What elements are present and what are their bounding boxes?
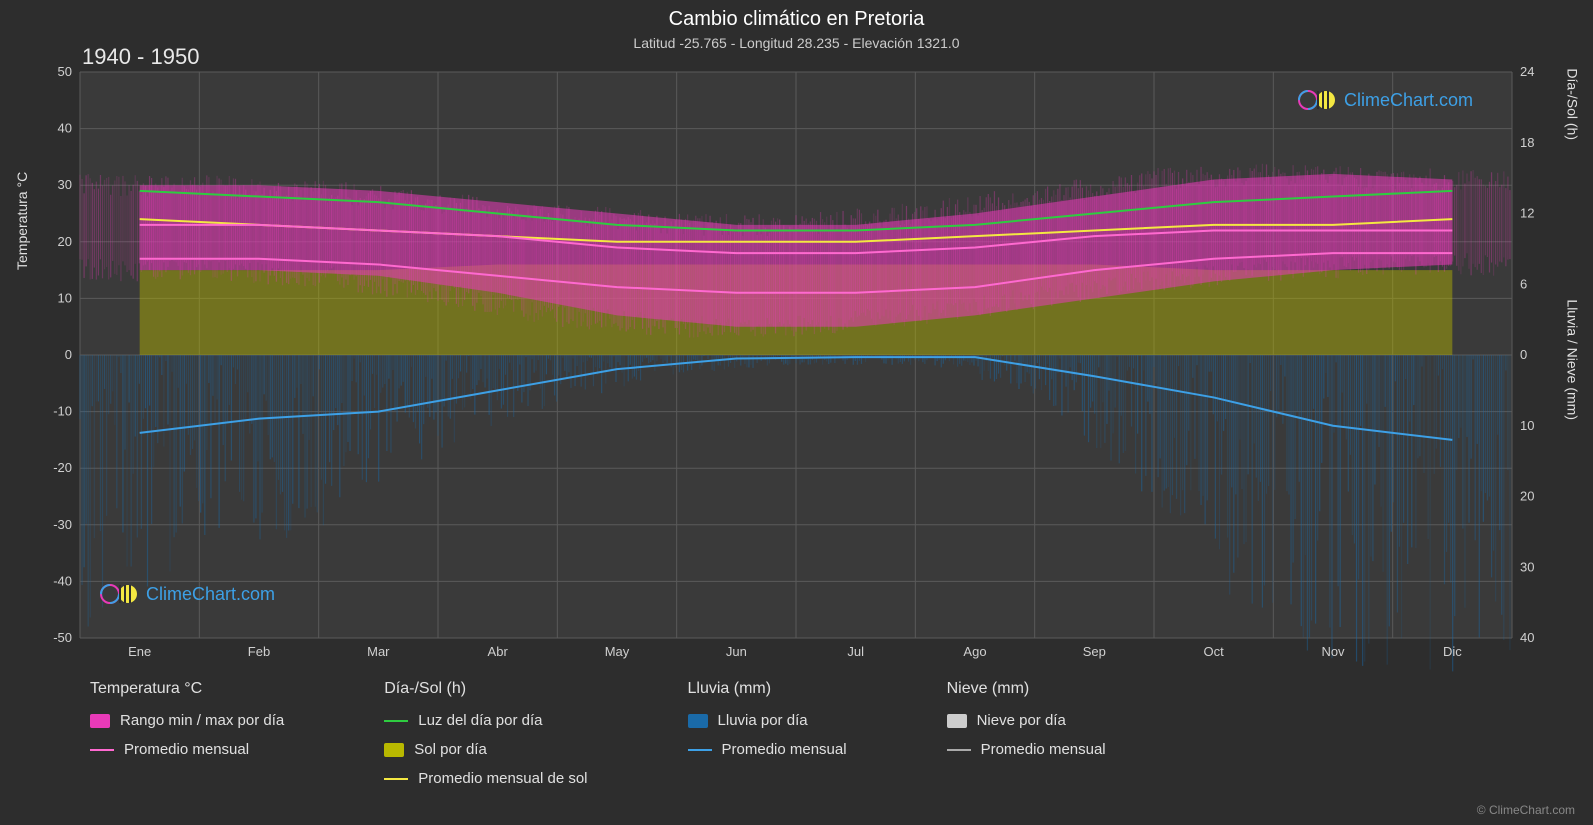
svg-text:May: May: [605, 644, 630, 659]
svg-text:Jul: Jul: [847, 644, 864, 659]
svg-text:Feb: Feb: [248, 644, 270, 659]
legend-label: Promedio mensual de sol: [418, 770, 587, 787]
svg-text:40: 40: [58, 121, 72, 136]
logo-text: ClimeChart.com: [146, 584, 275, 605]
legend-swatch: [688, 749, 712, 751]
logo-icon: [100, 582, 140, 606]
legend-items: Nieve por día Promedio mensual: [947, 712, 1106, 758]
legend-item: Sol por día: [384, 741, 587, 758]
y-axis-right-bottom-label: Lluvia / Nieve (mm): [1565, 299, 1581, 420]
legend-swatch: [947, 714, 967, 728]
legend: Temperatura °C Rango min / max por día Pr…: [90, 680, 1530, 787]
climate-chart-svg: -50-40-30-20-1001020304050 0612182410203…: [80, 72, 1512, 638]
logo-top: ClimeChart.com: [1298, 88, 1473, 112]
svg-text:50: 50: [58, 64, 72, 79]
svg-text:Nov: Nov: [1321, 644, 1345, 659]
left-ticks: -50 -40 -30 -20 -10 0 10 20 30 40 50: [53, 64, 72, 645]
legend-items: Rango min / max por día Promedio mensual: [90, 712, 284, 758]
legend-swatch: [384, 743, 404, 757]
logo-text: ClimeChart.com: [1344, 90, 1473, 111]
legend-label: Nieve por día: [977, 712, 1066, 729]
svg-text:Jun: Jun: [726, 644, 747, 659]
legend-label: Rango min / max por día: [120, 712, 284, 729]
legend-item: Lluvia por día: [688, 712, 847, 729]
legend-label: Promedio mensual: [722, 741, 847, 758]
legend-col-day: Día-/Sol (h) Luz del día por día Sol por …: [384, 680, 587, 787]
legend-header: Temperatura °C: [90, 680, 284, 698]
legend-header: Día-/Sol (h): [384, 680, 587, 698]
svg-text:Dic: Dic: [1443, 644, 1462, 659]
svg-text:30: 30: [58, 177, 72, 192]
legend-label: Promedio mensual: [124, 741, 249, 758]
svg-text:-20: -20: [53, 460, 72, 475]
svg-text:Mar: Mar: [367, 644, 390, 659]
svg-text:6: 6: [1520, 276, 1527, 291]
svg-text:24: 24: [1520, 64, 1534, 79]
legend-item: Rango min / max por día: [90, 712, 284, 729]
legend-col-snow: Nieve (mm) Nieve por día Promedio mensual: [947, 680, 1106, 787]
legend-col-temp: Temperatura °C Rango min / max por día Pr…: [90, 680, 284, 787]
svg-text:Ene: Ene: [128, 644, 151, 659]
svg-text:40: 40: [1520, 630, 1534, 645]
svg-text:18: 18: [1520, 135, 1534, 150]
legend-swatch: [947, 749, 971, 751]
copyright: © ClimeChart.com: [1477, 803, 1575, 817]
logo-icon: [1298, 88, 1338, 112]
svg-text:Sep: Sep: [1083, 644, 1106, 659]
chart-subtitle: Latitud -25.765 - Longitud 28.235 - Elev…: [0, 31, 1593, 51]
legend-items: Luz del día por día Sol por día Promedio m…: [384, 712, 587, 787]
right-ticks: 0 6 12 18 24 10 20 30 40: [1520, 64, 1534, 645]
period-label: 1940 - 1950: [82, 44, 199, 70]
y-axis-right-top-label: Día-/Sol (h): [1565, 68, 1581, 140]
plot-area: -50-40-30-20-1001020304050 0612182410203…: [80, 72, 1512, 638]
svg-text:0: 0: [65, 347, 72, 362]
svg-text:Oct: Oct: [1204, 644, 1225, 659]
legend-item: Nieve por día: [947, 712, 1106, 729]
svg-text:10: 10: [1520, 418, 1534, 433]
legend-item: Luz del día por día: [384, 712, 587, 729]
svg-text:-10: -10: [53, 404, 72, 419]
svg-text:Ago: Ago: [963, 644, 986, 659]
legend-swatch: [384, 778, 408, 780]
chart-title: Cambio climático en Pretoria: [0, 0, 1593, 31]
legend-swatch: [384, 720, 408, 722]
legend-swatch: [90, 714, 110, 728]
legend-label: Promedio mensual: [981, 741, 1106, 758]
svg-text:12: 12: [1520, 206, 1534, 221]
legend-item: Promedio mensual: [688, 741, 847, 758]
legend-header: Nieve (mm): [947, 680, 1106, 698]
svg-text:30: 30: [1520, 559, 1534, 574]
svg-text:20: 20: [1520, 489, 1534, 504]
svg-text:20: 20: [58, 234, 72, 249]
svg-text:Abr: Abr: [488, 644, 509, 659]
legend-swatch: [90, 749, 114, 751]
svg-text:-50: -50: [53, 630, 72, 645]
y-axis-left-label: Temperatura °C: [14, 172, 30, 270]
legend-item: Promedio mensual de sol: [384, 770, 587, 787]
legend-label: Lluvia por día: [718, 712, 808, 729]
legend-header: Lluvia (mm): [688, 680, 847, 698]
svg-text:-40: -40: [53, 573, 72, 588]
legend-label: Sol por día: [414, 741, 487, 758]
logo-bottom: ClimeChart.com: [100, 582, 275, 606]
svg-text:0: 0: [1520, 347, 1527, 362]
legend-items: Lluvia por día Promedio mensual: [688, 712, 847, 758]
legend-col-rain: Lluvia (mm) Lluvia por día Promedio mensu…: [688, 680, 847, 787]
legend-item: Promedio mensual: [90, 741, 284, 758]
bottom-ticks: Ene Feb Mar Abr May Jun Jul Ago Sep Oct Nov Dic: [128, 644, 1462, 659]
svg-text:10: 10: [58, 290, 72, 305]
svg-text:-30: -30: [53, 517, 72, 532]
legend-swatch: [688, 714, 708, 728]
legend-item: Promedio mensual: [947, 741, 1106, 758]
legend-label: Luz del día por día: [418, 712, 542, 729]
